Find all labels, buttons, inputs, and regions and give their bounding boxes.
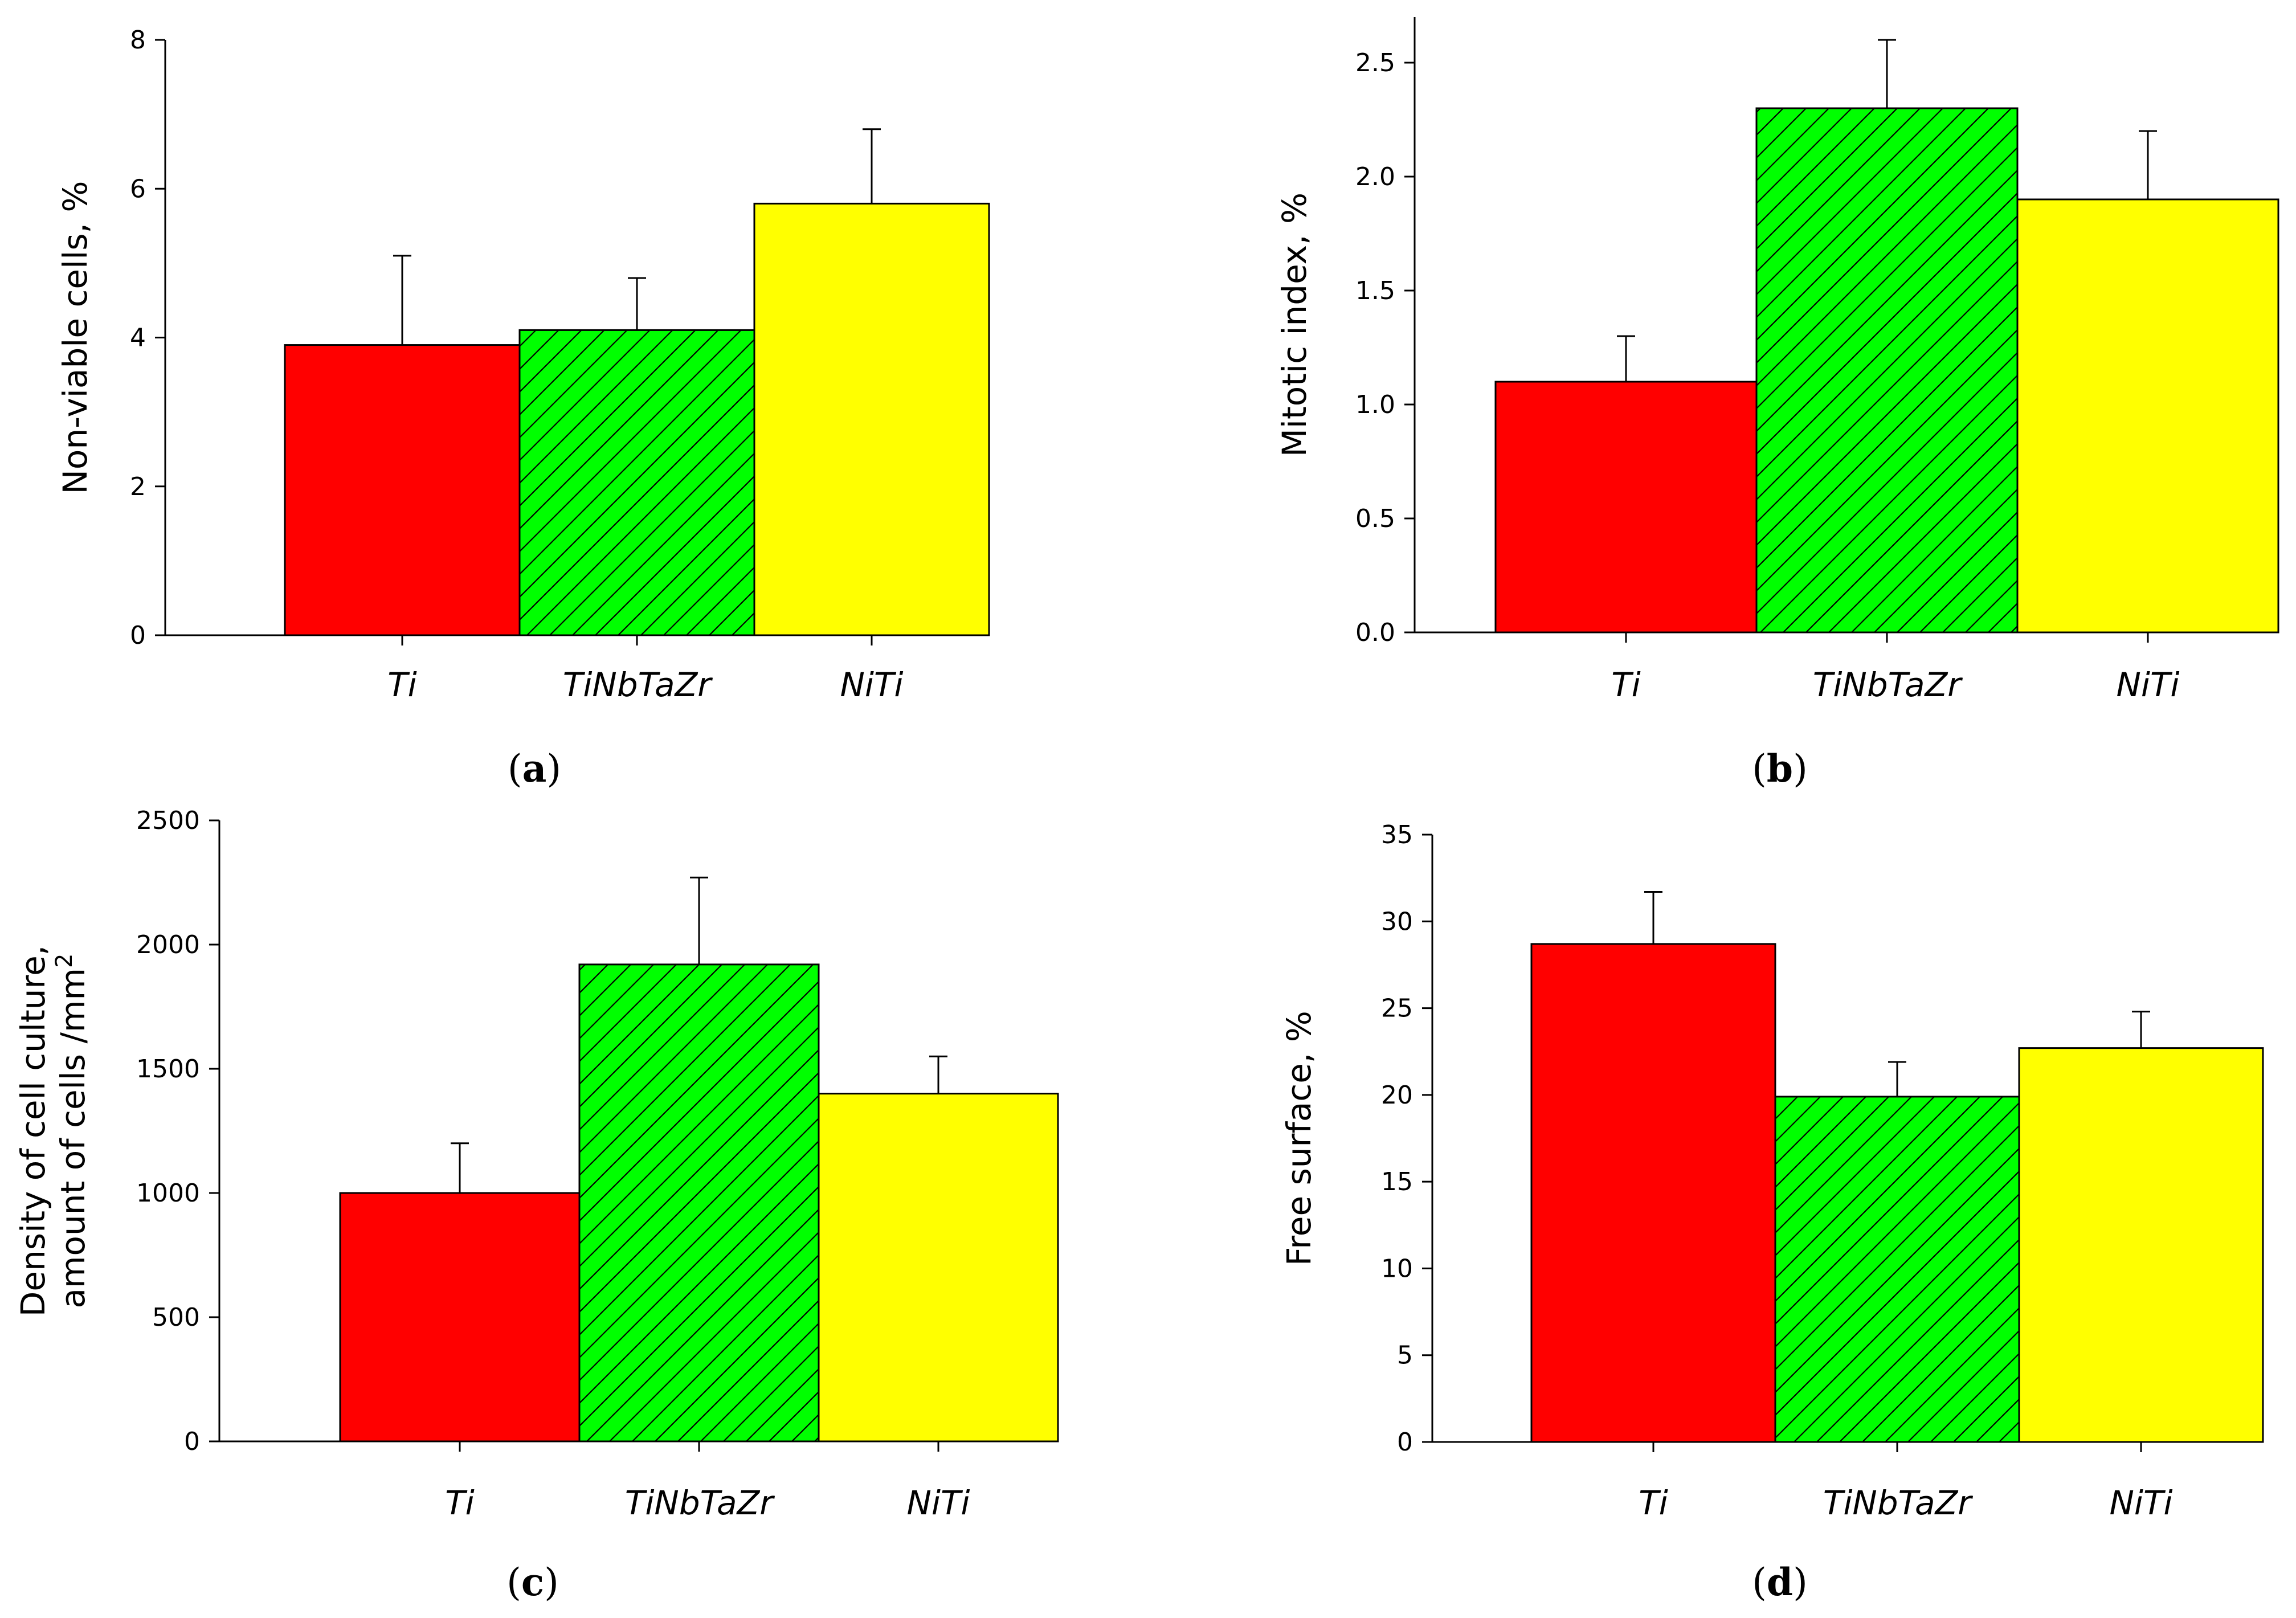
category-label-ti: Ti [445,1484,475,1522]
y-tick-label: 6 [130,174,146,203]
bar-ti [1494,381,1758,634]
y-axis-label-line2: amount of cells /mm2 [51,953,92,1308]
panel-caption: (b) [1752,746,1808,791]
y-tick-label: 0 [184,1427,200,1456]
y-tick-label: 2500 [136,806,200,835]
bar-niti [2016,198,2279,634]
category-label-tinbtazr: TiNbTaZr [625,1484,775,1522]
y-tick-label: 0.0 [1355,618,1395,647]
bar-tinbtazr [518,329,755,636]
y-tick-label: 1.0 [1355,390,1395,419]
y-tick-label: 30 [1381,907,1413,936]
panel-b: 0.0 0.5 1.0 1.5 2.0 2.5 Ti TiNbTaZr NiTi Mitotic … [1275,17,2279,791]
y-tick-label: 1500 [136,1055,200,1084]
panel-a: 0 2 4 6 8 Ti TiNbTaZr NiTi Non-viable cells, % (a… [56,26,990,791]
category-label-ti: Ti [387,665,417,704]
bar-ti [339,1192,581,1443]
panel-caption: (c) [506,1560,559,1604]
category-label-niti: NiTi [2116,665,2179,704]
y-tick-label: 0 [130,621,146,650]
bar-niti [753,202,990,636]
y-axis-label: Non-viable cells, % [56,181,95,494]
panel-d: 0 5 10 15 20 25 30 35 Ti TiNbTaZr NiTi Free surface… [1280,820,2264,1604]
y-tick-label: 5 [1397,1341,1413,1370]
y-tick-label: 500 [152,1303,200,1332]
bar-niti [818,1093,1059,1443]
y-tick-label: 20 [1381,1081,1413,1110]
y-tick-label: 15 [1381,1167,1413,1196]
y-tick-label: 1.5 [1355,276,1395,305]
y-tick-label: 2 [130,472,146,501]
y-tick-label: 1000 [136,1179,200,1208]
y-tick-label: 35 [1381,820,1413,849]
y-tick-label: 2000 [136,930,200,959]
y-tick-label: 0 [1397,1428,1413,1457]
bar-tinbtazr [1774,1096,2020,1443]
panel-caption: (a) [508,746,561,791]
panel-caption: (d) [1752,1560,1808,1604]
category-label-tinbtazr: TiNbTaZr [1823,1484,1973,1522]
bar-ti [1530,943,1776,1443]
y-tick-label: 10 [1381,1254,1413,1283]
y-axis-label: Mitotic index, % [1275,193,1314,457]
y-axis-label-superscript: 2 [51,953,77,967]
y-tick-label: 2.0 [1355,162,1395,191]
panel-c: 0 500 1000 1500 2000 2500 Ti TiNbTaZr NiTi Densit… [14,806,1059,1604]
bar-ti [284,344,521,636]
category-label-niti: NiTi [906,1484,970,1522]
category-label-niti: NiTi [2109,1484,2172,1522]
bar-tinbtazr [578,963,820,1443]
category-label-tinbtazr: TiNbTaZr [563,665,713,704]
y-axis-label-line1: Density of cell culture, [14,945,52,1317]
y-tick-label: 4 [130,324,146,353]
category-label-niti: NiTi [840,665,903,704]
y-tick-label: 2.5 [1355,48,1395,77]
bar-niti [2018,1047,2264,1443]
category-label-tinbtazr: TiNbTaZr [1813,665,1963,704]
y-tick-label: 25 [1381,994,1413,1023]
y-axis-label: Free surface, % [1280,1011,1318,1266]
bar-tinbtazr [1755,107,2019,634]
y-tick-label: 8 [130,26,146,55]
category-label-ti: Ti [1639,1484,1668,1522]
category-label-ti: Ti [1611,665,1641,704]
y-tick-label: 0.5 [1355,504,1395,533]
